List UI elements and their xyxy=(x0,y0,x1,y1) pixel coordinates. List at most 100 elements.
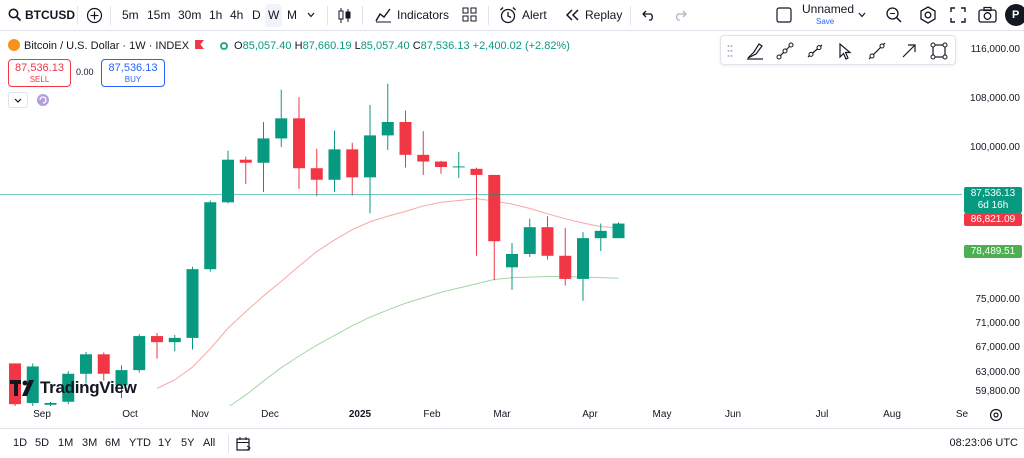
candle-body xyxy=(257,138,270,163)
layout-checkbox[interactable] xyxy=(776,7,792,23)
drag-handle-icon[interactable] xyxy=(727,44,733,58)
candle-body xyxy=(26,366,39,403)
cursor-arrow-icon[interactable] xyxy=(835,41,855,61)
tradingview-logo-icon xyxy=(10,380,34,396)
refresh-icon[interactable] xyxy=(36,93,50,107)
buy-price: 87,536.13 xyxy=(108,62,158,74)
timeframe-30m[interactable]: 30m xyxy=(178,8,202,22)
candle xyxy=(275,89,288,147)
time-tick-label: Apr xyxy=(582,409,598,420)
range-ytd[interactable]: YTD xyxy=(129,437,151,449)
range-1y[interactable]: 1Y xyxy=(158,437,172,449)
price-tick-label: 71,000.00 xyxy=(975,317,1021,329)
replay-button[interactable]: Replay xyxy=(585,8,623,22)
watermark-text: TradingView xyxy=(40,378,137,397)
buy-button[interactable]: 87,536.13 BUY xyxy=(101,59,165,87)
quick-search-icon[interactable] xyxy=(885,6,903,24)
price-tick-label: 100,000.00 xyxy=(969,141,1020,153)
candle-body xyxy=(381,122,394,136)
price-chart[interactable] xyxy=(0,32,1024,406)
timeframe-4h[interactable]: 4h xyxy=(230,8,244,22)
candle xyxy=(293,97,305,189)
candle-body xyxy=(399,122,412,155)
chevron-down-icon[interactable] xyxy=(858,12,866,18)
legend-change: +2,400.02 (+2.82%) xyxy=(472,40,570,52)
legend-l-label: L xyxy=(354,40,361,52)
timeframe-D[interactable]: D xyxy=(252,8,261,22)
indicators-button[interactable]: Indicators xyxy=(397,8,450,22)
candles-icon[interactable] xyxy=(337,7,353,24)
fullscreen-icon[interactable] xyxy=(950,7,966,23)
candle xyxy=(44,401,57,406)
axis-settings-icon[interactable] xyxy=(989,408,1003,422)
flag-icon[interactable] xyxy=(195,40,205,49)
candle-body xyxy=(559,255,572,279)
search-icon[interactable] xyxy=(8,8,22,22)
range-5d[interactable]: 5D xyxy=(35,437,50,449)
range-3m[interactable]: 3M xyxy=(82,437,98,449)
candle xyxy=(523,218,536,258)
legend-high: 87,660.19 xyxy=(302,40,352,52)
trend-line-icon[interactable] xyxy=(775,41,795,61)
layout-name[interactable]: Unnamed xyxy=(802,2,855,16)
extended-line-icon[interactable] xyxy=(867,41,887,61)
replay-icon[interactable] xyxy=(565,9,580,21)
collapse-legend-button[interactable] xyxy=(8,92,28,108)
range-5y[interactable]: 5Y xyxy=(181,437,195,449)
compare-add-icon[interactable] xyxy=(86,7,103,24)
avatar[interactable]: P xyxy=(1005,4,1024,26)
candle xyxy=(115,365,128,399)
ma-red-line xyxy=(156,198,619,389)
candle xyxy=(26,363,39,406)
timeframe-W[interactable]: W xyxy=(265,4,283,27)
price-tick-label: 63,000.00 xyxy=(975,366,1021,378)
alert-button[interactable]: Alert xyxy=(522,8,547,22)
time-tick-label: Mar xyxy=(493,409,511,420)
candle xyxy=(97,352,110,381)
candle-body xyxy=(417,154,430,162)
alert-clock-icon[interactable] xyxy=(499,6,517,24)
candle-body xyxy=(44,402,57,405)
range-all[interactable]: All xyxy=(203,437,216,449)
arrow-draw-icon[interactable] xyxy=(899,41,919,61)
chevron-down-icon[interactable] xyxy=(307,12,315,18)
time-tick-label: Dec xyxy=(261,409,279,420)
settings-gear-icon[interactable] xyxy=(919,6,937,24)
candle-body xyxy=(328,149,341,180)
ma-red-badge: 86,821.09 xyxy=(964,213,1022,226)
candle xyxy=(470,167,483,256)
candle xyxy=(488,174,501,281)
range-6m[interactable]: 6M xyxy=(105,437,121,449)
range-1m[interactable]: 1M xyxy=(58,437,74,449)
market-status-icon[interactable] xyxy=(220,42,229,50)
candle-body xyxy=(364,135,376,178)
candle xyxy=(328,130,341,192)
rectangle-draw-icon[interactable] xyxy=(929,41,949,61)
ray-line-icon[interactable] xyxy=(805,41,825,61)
candle xyxy=(399,110,412,168)
timeframe-M[interactable]: M xyxy=(287,8,297,22)
legend-h-label: H xyxy=(294,40,303,52)
calendar-range-icon[interactable] xyxy=(236,436,252,452)
legend-title: Bitcoin / U.S. Dollar · 1W · INDEX xyxy=(24,40,190,52)
sell-button[interactable]: 87,536.13 SELL xyxy=(8,59,71,87)
candle xyxy=(151,333,163,359)
timeframe-5m[interactable]: 5m xyxy=(122,8,139,22)
legend-open: 85,057.40 xyxy=(242,40,292,52)
candle-body xyxy=(470,168,483,175)
indicators-icon[interactable] xyxy=(375,7,392,23)
save-label[interactable]: Save xyxy=(816,17,835,26)
candle xyxy=(168,334,181,352)
layouts-grid-icon[interactable] xyxy=(462,7,477,22)
range-1d[interactable]: 1D xyxy=(13,437,28,449)
symbol-name[interactable]: BTCUSD xyxy=(25,8,75,22)
brush-icon[interactable] xyxy=(745,41,765,61)
camera-icon[interactable] xyxy=(978,6,997,24)
utc-clock[interactable]: 08:23:06 UTC xyxy=(949,437,1018,449)
timeframe-15m[interactable]: 15m xyxy=(147,8,171,22)
candle-body xyxy=(541,227,554,256)
undo-icon[interactable] xyxy=(642,9,656,21)
time-axis[interactable]: Sep Oct Nov Dec 2025 Feb Mar Apr May Jun Jul Aug Se xyxy=(0,404,1024,426)
redo-icon[interactable] xyxy=(673,9,687,21)
timeframe-1h[interactable]: 1h xyxy=(209,8,223,22)
